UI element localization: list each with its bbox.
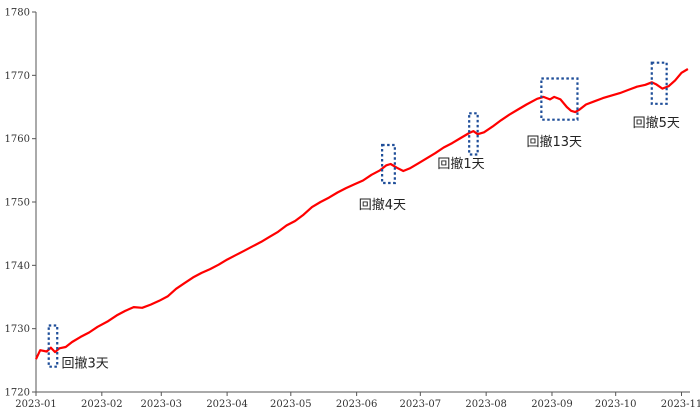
y-axis: 1720 1730 1740 1750 1760 1770 1780: [5, 8, 37, 399]
x-tick-label: 2023-01: [15, 399, 57, 410]
x-tick-label: 2023-02: [81, 399, 123, 410]
x-tick-label: 2023-08: [465, 399, 507, 410]
drawdown-box: [540, 77, 579, 121]
drawdown-label: 回撤5天: [633, 115, 680, 131]
y-tick-label: 1780: [5, 8, 30, 19]
y-tick-label: 1740: [5, 261, 30, 272]
x-tick-label: 2023-06: [336, 399, 378, 410]
x-tick-label: 2023-10: [595, 399, 637, 410]
drawdown-box: [650, 61, 668, 105]
drawdown-label: 回撤13天: [527, 134, 583, 150]
drawdown-label: 回撤3天: [61, 356, 108, 372]
drawdown-label: 回撤4天: [359, 197, 406, 213]
x-tick-label: 2023-09: [531, 399, 573, 410]
y-tick-label: 1770: [5, 71, 30, 82]
x-axis: 2023-01 2023-02 2023-03 2023-04 2023-05 2023-…: [15, 391, 700, 410]
y-tick-label: 1720: [5, 388, 30, 399]
drawdown-label: 回撤1天: [437, 156, 484, 172]
x-tick-label: 2023-03: [140, 399, 182, 410]
x-tick-label: 2023-11: [661, 399, 700, 410]
y-tick-label: 1730: [5, 324, 30, 335]
drawdown-box: [381, 143, 396, 185]
x-tick-label: 2023-07: [400, 399, 442, 410]
x-tick-label: 2023-04: [206, 399, 248, 410]
series-layer: [35, 68, 689, 360]
y-tick-label: 1750: [5, 198, 30, 209]
drawdown-box: [47, 324, 59, 368]
x-tick-label: 2023-05: [270, 399, 312, 410]
series-line: [35, 68, 689, 360]
y-tick-label: 1760: [5, 134, 30, 145]
annotation-layer: 回撤3天 回撤4天 回撤1天 回撤13天 回撤5天: [47, 61, 680, 372]
